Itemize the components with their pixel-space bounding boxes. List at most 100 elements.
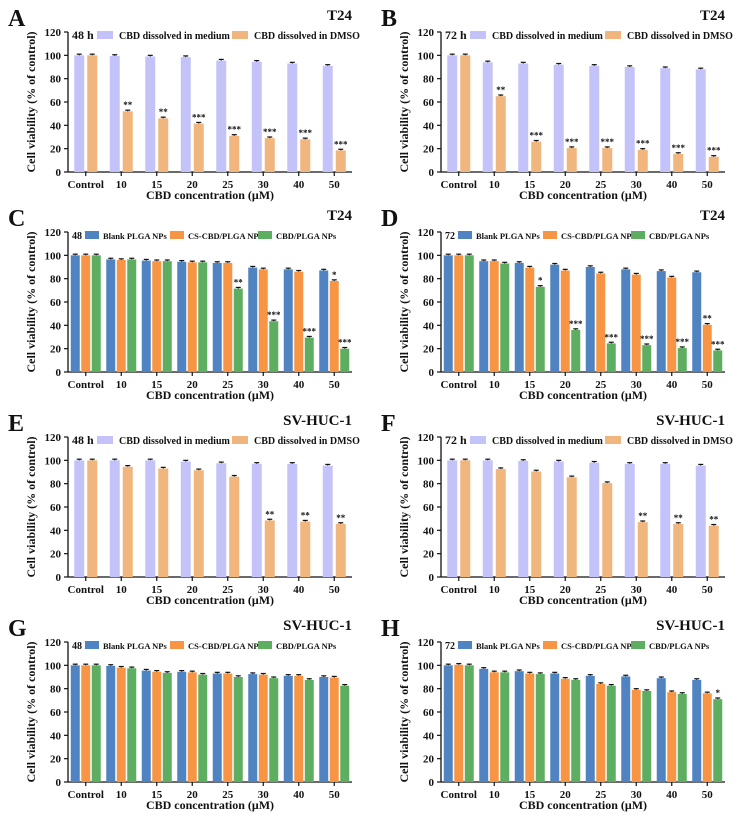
bar: [229, 476, 240, 577]
bar: [319, 677, 329, 782]
legend-label: CBD dissolved in medium: [492, 436, 604, 447]
bar: [283, 675, 293, 782]
x-tick-label: 50: [329, 179, 341, 191]
y-tick-label: 40: [423, 320, 435, 332]
bar: [695, 465, 706, 577]
time-label: 48 h: [72, 28, 94, 42]
bar: [109, 460, 120, 577]
x-tick-label: 25: [222, 379, 234, 391]
legend-label: CBD dissolved in DMSO: [254, 436, 360, 447]
time-label: 72 h: [445, 28, 467, 42]
x-tick-label: 50: [329, 584, 341, 596]
chart-svg: F SV-HUC-1 0 20 40 60 80 100 120 Cell viability (…: [381, 411, 733, 607]
bar: [248, 674, 258, 782]
bar: [70, 665, 80, 782]
bar: [553, 461, 564, 577]
panel-letter: F: [381, 411, 396, 437]
bar: [589, 462, 600, 577]
bar: [74, 460, 85, 577]
bar: [464, 665, 474, 782]
legend-swatch: [631, 641, 645, 649]
bar: [122, 111, 133, 172]
bar: [667, 277, 677, 372]
significance-label: **: [234, 277, 244, 287]
bar: [495, 96, 506, 172]
bar: [152, 671, 162, 782]
bar: [443, 255, 453, 372]
y-tick-label: 40: [423, 525, 435, 537]
x-tick-label: 40: [293, 179, 305, 191]
bar: [673, 153, 684, 172]
panel-letter: G: [8, 616, 27, 642]
panel-b: B T24 0 20 40 60 80 100 120 Cell viability (% of …: [373, 0, 746, 205]
x-tick-label: 50: [702, 379, 714, 391]
x-tick-label: 30: [631, 584, 643, 596]
y-tick-label: 80: [50, 74, 62, 86]
x-axis-label: CBD concentration (μM): [146, 388, 274, 402]
x-tick-label: 10: [489, 584, 501, 596]
y-tick-label: 20: [50, 754, 62, 766]
y-tick-label: 0: [429, 777, 435, 789]
legend-label: CBD dissolved in DMSO: [627, 436, 733, 447]
y-axis-label: Cell viability (% of control): [397, 436, 411, 577]
legend-swatch: [470, 31, 486, 39]
y-tick-label: 20: [50, 549, 62, 561]
bar: [141, 670, 151, 782]
bar: [229, 135, 240, 172]
x-tick-label: 10: [116, 179, 128, 191]
x-tick-label: 15: [151, 584, 163, 596]
bar: [667, 692, 677, 782]
significance-label: **: [301, 510, 311, 520]
bar: [525, 673, 535, 782]
bar: [631, 274, 641, 372]
legend-label: CBD dissolved in medium: [119, 436, 231, 447]
bar: [550, 673, 560, 782]
legend-label: Blank PLGA NPs: [103, 641, 167, 651]
bar: [585, 267, 595, 372]
legend-swatch: [543, 641, 557, 649]
bar: [300, 139, 311, 172]
x-tick-label: 15: [524, 584, 536, 596]
bar: [216, 463, 227, 577]
bar: [531, 471, 542, 577]
bar: [319, 270, 329, 372]
x-tick-label: 25: [595, 379, 607, 391]
bar: [233, 677, 243, 782]
y-tick-label: 0: [56, 572, 62, 584]
x-tick-label: 20: [560, 789, 572, 801]
bar: [518, 63, 529, 172]
y-tick-label: 100: [418, 250, 435, 262]
bar: [708, 156, 719, 172]
bar: [454, 255, 464, 372]
x-tick-label: 10: [489, 379, 501, 391]
x-tick-label: 20: [187, 584, 199, 596]
significance-label: ***: [640, 334, 654, 344]
x-tick-label: 50: [329, 789, 341, 801]
cell-line-label: SV-HUC-1: [656, 618, 725, 634]
y-tick-label: 60: [50, 97, 62, 109]
significance-label: ***: [565, 137, 579, 147]
bar: [518, 460, 529, 577]
x-tick-label: 50: [702, 789, 714, 801]
x-tick-label: 50: [329, 379, 341, 391]
x-axis-label: CBD concentration (μM): [519, 593, 647, 607]
bar: [553, 64, 564, 172]
bar: [127, 259, 137, 372]
bar: [624, 67, 635, 172]
legend-label: CBD dissolved in medium: [119, 31, 231, 42]
bar: [177, 671, 187, 782]
bar: [660, 463, 671, 577]
chart-svg: H SV-HUC-1 0 20 40 60 80 100 120 Cell viability (…: [381, 616, 725, 812]
y-tick-label: 100: [45, 50, 62, 62]
x-tick-label: 30: [631, 179, 643, 191]
x-tick-label: 15: [524, 379, 536, 391]
x-tick-label: Control: [68, 379, 104, 391]
panel-e: E SV-HUC-1 0 20 40 60 80 100 120 Cell viability (…: [0, 405, 373, 610]
y-tick-label: 20: [423, 754, 435, 766]
significance-label: ***: [605, 332, 619, 342]
x-tick-label: 15: [151, 789, 163, 801]
x-tick-label: 20: [187, 789, 199, 801]
bar: [91, 665, 101, 782]
chart-svg: C T24 0 20 40 60 80 100 120 Cell viability (% of …: [8, 206, 352, 402]
significance-label: **: [638, 511, 648, 521]
